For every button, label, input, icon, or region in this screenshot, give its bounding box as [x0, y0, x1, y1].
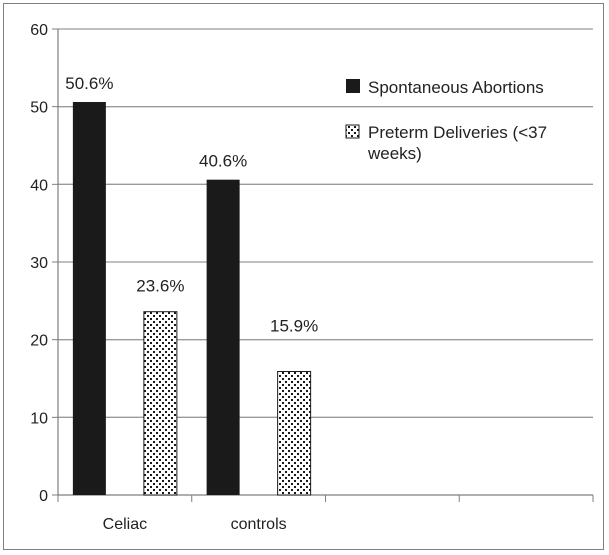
bars [72, 102, 312, 496]
y-axis: 0 10 20 30 40 50 60 [30, 22, 59, 505]
y-tick-label: 20 [30, 333, 48, 350]
bar [143, 311, 178, 496]
legend-swatch-preterm [345, 124, 360, 139]
data-label: 15.9% [270, 317, 318, 336]
data-label: 50.6% [65, 74, 113, 93]
bar [277, 371, 312, 496]
x-axis: Celiac controls [57, 494, 594, 533]
x-tick-label: Celiac [103, 516, 147, 533]
y-tick-label: 10 [30, 410, 48, 427]
x-tick-label: controls [231, 516, 287, 533]
legend: Spontaneous Abortions Preterm Deliveries … [345, 78, 547, 163]
legend-swatch-spontaneous [346, 79, 360, 93]
y-tick-label: 50 [30, 100, 48, 117]
bar [72, 102, 106, 496]
y-tick-label: 30 [30, 255, 48, 272]
legend-label-preterm-line2: weeks) [367, 144, 422, 163]
data-label: 23.6% [136, 277, 184, 296]
legend-label-preterm-line1: Preterm Deliveries (<37 [368, 123, 547, 142]
legend-label-spontaneous: Spontaneous Abortions [368, 78, 544, 97]
data-labels: 50.6% 40.6% 23.6% 15.9% [65, 74, 318, 336]
y-tick-label: 40 [30, 177, 48, 194]
y-tick-label: 60 [30, 22, 48, 39]
bar [206, 179, 240, 495]
data-label: 40.6% [199, 152, 247, 171]
y-tick-label: 0 [39, 488, 48, 505]
